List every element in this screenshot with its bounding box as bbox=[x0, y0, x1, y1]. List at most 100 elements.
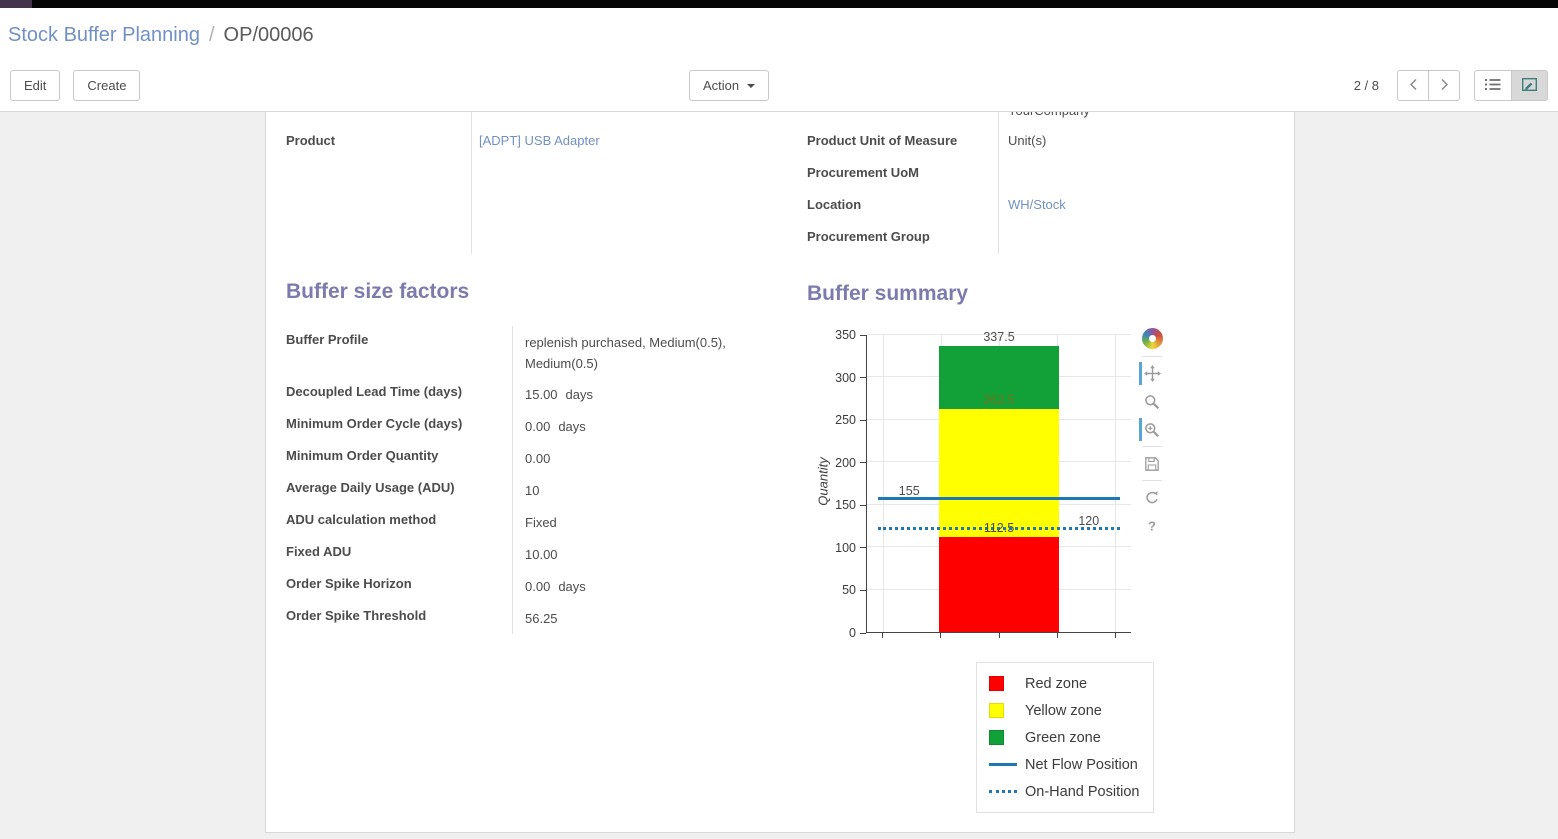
on-hand-position-line bbox=[877, 527, 1121, 531]
legend-label: Red zone bbox=[1025, 675, 1088, 692]
y-tick-label: 300 bbox=[835, 370, 856, 385]
content-area: YourCompany Product [ADPT] USB Adapter Pr… bbox=[0, 112, 1558, 839]
y-tick-label: 50 bbox=[842, 583, 856, 598]
form-view-button[interactable] bbox=[1511, 70, 1548, 101]
buffer-chart-plot: 337.5 262.5 155 112.5 120 bbox=[866, 330, 1131, 633]
control-panel: Stock Buffer Planning / OP/00006 Edit Crea… bbox=[0, 8, 1558, 112]
edit-button[interactable]: Edit bbox=[10, 70, 61, 101]
field-value: 10.00 bbox=[512, 538, 778, 570]
buffer-summary-title: Buffer summary bbox=[807, 282, 969, 305]
y-tick-label: 0 bbox=[849, 626, 856, 640]
legend-line-sample bbox=[989, 790, 1017, 793]
y-tick-mark bbox=[860, 547, 866, 549]
chevron-right-icon bbox=[1440, 78, 1449, 94]
bokeh-logo-hole bbox=[1148, 335, 1156, 342]
field-label: Decoupled Lead Time (days) bbox=[286, 384, 463, 399]
legend-swatch bbox=[989, 763, 1019, 766]
wheel-zoom-icon[interactable] bbox=[1139, 418, 1165, 441]
pager-next-button[interactable] bbox=[1428, 70, 1460, 101]
brand-area bbox=[0, 0, 32, 8]
field-label: Minimum Order Quantity bbox=[286, 448, 439, 463]
breadcrumb-separator: / bbox=[208, 24, 215, 46]
y-tick-label: 100 bbox=[835, 540, 856, 555]
action-dropdown-button[interactable]: Action bbox=[689, 70, 770, 101]
field-value[interactable]: Fixed bbox=[512, 506, 778, 538]
legend-color-square bbox=[989, 730, 1004, 745]
chevron-left-icon bbox=[1409, 78, 1418, 94]
field-unit-suffix: days bbox=[558, 419, 586, 434]
reset-icon[interactable] bbox=[1139, 486, 1165, 509]
bokeh-logo-icon[interactable] bbox=[1141, 328, 1163, 349]
breadcrumb: Stock Buffer Planning / OP/00006 bbox=[8, 24, 314, 47]
field-label: Order Spike Threshold bbox=[286, 608, 427, 623]
field-label: ADU calculation method bbox=[286, 512, 437, 527]
field-separator-line bbox=[471, 112, 472, 254]
pager-area: 2 / 8 bbox=[1354, 70, 1548, 101]
field-label: Order Spike Horizon bbox=[286, 576, 412, 591]
field-row: ADU calculation method Fixed bbox=[286, 506, 778, 538]
field-row: Procurement UoM bbox=[807, 158, 1273, 190]
legend-label: Net Flow Position bbox=[1025, 756, 1138, 773]
buffer-factors-table: Buffer Profile replenish purchased, Mediu… bbox=[286, 326, 778, 634]
field-row: Location WH/Stock bbox=[807, 190, 1273, 222]
svg-text:?: ? bbox=[1148, 518, 1156, 533]
top-menu-bar bbox=[0, 0, 1558, 8]
breadcrumb-parent-link[interactable]: Stock Buffer Planning bbox=[8, 24, 200, 46]
field-value bbox=[998, 222, 1008, 242]
field-row: Procurement Group bbox=[807, 222, 1273, 254]
y-tick-mark bbox=[860, 334, 866, 336]
field-value[interactable]: WH/Stock bbox=[1008, 197, 1066, 212]
y-tick-mark bbox=[860, 419, 866, 421]
chart-toolbar: ? bbox=[1135, 328, 1169, 537]
field-value: 0.00 bbox=[512, 442, 778, 474]
y-tick-label: 350 bbox=[835, 328, 856, 342]
legend-label: Green zone bbox=[1025, 729, 1101, 746]
field-label: Procurement Group bbox=[807, 229, 930, 244]
chart-annotation: 262.5 bbox=[983, 393, 1015, 408]
buffer-factors-title: Buffer size factors bbox=[286, 280, 470, 303]
y-tick-label: 200 bbox=[835, 455, 856, 470]
form-sheet: YourCompany Product [ADPT] USB Adapter Pr… bbox=[265, 112, 1295, 833]
field-row: Product Unit of Measure Unit(s) bbox=[807, 126, 1273, 158]
gridline bbox=[867, 334, 1131, 335]
list-view-button[interactable] bbox=[1474, 70, 1512, 101]
toolbar-separator bbox=[1142, 356, 1162, 357]
x-tick-mark bbox=[998, 633, 1000, 638]
field-row: Decoupled Lead Time (days) 15.00 days bbox=[286, 378, 778, 410]
field-row: Fixed ADU 10.00 bbox=[286, 538, 778, 570]
pan-icon[interactable] bbox=[1139, 362, 1165, 385]
gridline bbox=[882, 335, 884, 632]
box-zoom-icon[interactable] bbox=[1139, 390, 1165, 413]
legend-swatch bbox=[989, 730, 1019, 745]
field-value: 0.00 days bbox=[512, 570, 778, 602]
field-value[interactable]: replenish purchased, Medium(0.5), Medium… bbox=[512, 326, 778, 378]
legend-item: On-Hand Position bbox=[989, 778, 1153, 805]
legend-item: Red zone bbox=[989, 670, 1153, 697]
field-value[interactable]: [ADPT] USB Adapter bbox=[479, 133, 600, 148]
action-area: Action bbox=[689, 70, 770, 101]
list-icon bbox=[1485, 78, 1501, 94]
legend-color-square bbox=[989, 676, 1004, 691]
red-zone-bar bbox=[939, 536, 1059, 632]
field-label: Location bbox=[807, 197, 862, 212]
help-icon[interactable]: ? bbox=[1139, 514, 1165, 537]
breadcrumb-current: OP/00006 bbox=[223, 24, 314, 46]
y-tick-mark bbox=[860, 377, 866, 379]
pager-buttons bbox=[1397, 70, 1460, 101]
pager-indicator: 2 / 8 bbox=[1353, 78, 1379, 93]
x-tick-mark bbox=[1115, 633, 1117, 638]
legend-line-sample bbox=[989, 763, 1017, 766]
green-zone-bar bbox=[939, 345, 1059, 410]
field-value: 56.25 bbox=[512, 602, 778, 634]
field-row: Minimum Order Quantity 0.00 bbox=[286, 442, 778, 474]
field-label: Buffer Profile bbox=[286, 332, 369, 347]
y-tick-label: 250 bbox=[835, 413, 856, 428]
legend-color-square bbox=[989, 703, 1004, 718]
legend-label: Yellow zone bbox=[1025, 702, 1102, 719]
chart-y-tick-labels: 0 50 100 150 200 250 300 350 bbox=[812, 328, 856, 640]
save-icon[interactable] bbox=[1139, 452, 1165, 475]
field-value: 10 bbox=[512, 474, 778, 506]
chart-annotation: 120 bbox=[1078, 514, 1100, 529]
create-button[interactable]: Create bbox=[73, 70, 141, 101]
pager-previous-button[interactable] bbox=[1397, 70, 1429, 101]
